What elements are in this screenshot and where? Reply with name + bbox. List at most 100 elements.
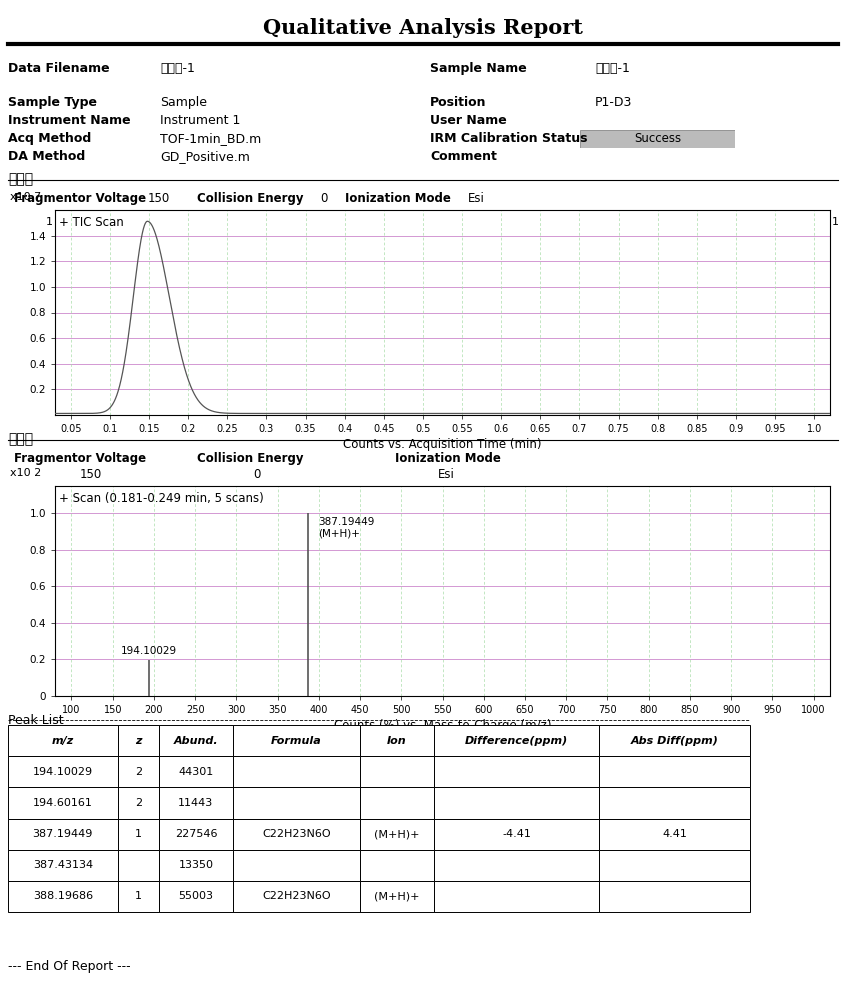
Bar xyxy=(360,850,434,881)
Text: Peak List: Peak List xyxy=(8,714,63,727)
Bar xyxy=(118,787,159,818)
Text: 4.41: 4.41 xyxy=(662,829,687,839)
Bar xyxy=(159,818,233,850)
Text: 388.19686: 388.19686 xyxy=(33,891,93,901)
Bar xyxy=(118,881,159,912)
Text: Ionization Mode: Ionization Mode xyxy=(345,192,451,205)
Text: (M+H)+: (M+H)+ xyxy=(374,829,420,839)
Text: 227546: 227546 xyxy=(174,829,217,839)
Text: 387.43134: 387.43134 xyxy=(33,860,93,870)
Text: IRM Calibration Status: IRM Calibration Status xyxy=(430,132,587,145)
Text: Abs Diff(ppm): Abs Diff(ppm) xyxy=(630,736,718,746)
Text: TOF-1min_BD.m: TOF-1min_BD.m xyxy=(160,132,261,145)
Text: 387.19449: 387.19449 xyxy=(33,829,93,839)
Text: Comment: Comment xyxy=(430,150,497,163)
Bar xyxy=(233,881,360,912)
Bar xyxy=(599,850,750,881)
Text: Ionization Mode: Ionization Mode xyxy=(395,452,501,465)
Bar xyxy=(360,725,434,756)
Text: + Scan (0.181-0.249 min, 5 scans): + Scan (0.181-0.249 min, 5 scans) xyxy=(59,492,264,505)
Text: 质谱图: 质谱图 xyxy=(8,432,33,446)
Text: Ion: Ion xyxy=(387,736,407,746)
Text: 2: 2 xyxy=(135,767,142,777)
Text: 387.19449
(M+H)+: 387.19449 (M+H)+ xyxy=(318,517,375,539)
Bar xyxy=(360,756,434,787)
Bar xyxy=(159,850,233,881)
Bar xyxy=(118,756,159,787)
Text: 1: 1 xyxy=(135,891,142,901)
Bar xyxy=(8,881,118,912)
Text: Position: Position xyxy=(430,96,486,109)
Text: 55003: 55003 xyxy=(179,891,213,901)
Bar xyxy=(360,818,434,850)
Text: Formula: Formula xyxy=(271,736,321,746)
Bar xyxy=(233,787,360,818)
Text: x10 7: x10 7 xyxy=(10,192,41,202)
Text: 中间体-1: 中间体-1 xyxy=(160,62,195,75)
Bar xyxy=(599,881,750,912)
Text: x10 2: x10 2 xyxy=(10,468,41,478)
Text: Instrument 1: Instrument 1 xyxy=(160,114,240,127)
Text: 194.10029: 194.10029 xyxy=(33,767,93,777)
Text: 150: 150 xyxy=(80,468,102,481)
Bar xyxy=(8,818,118,850)
Bar xyxy=(434,850,599,881)
Text: 150: 150 xyxy=(148,192,170,205)
Text: 色谱图: 色谱图 xyxy=(8,172,33,186)
Bar xyxy=(8,756,118,787)
Text: User Name: User Name xyxy=(430,114,507,127)
Text: Fragmentor Voltage: Fragmentor Voltage xyxy=(14,192,146,205)
Text: 194.10029: 194.10029 xyxy=(121,646,177,656)
Text: Abund.: Abund. xyxy=(173,736,218,746)
Bar xyxy=(599,725,750,756)
Text: Fragmentor Voltage: Fragmentor Voltage xyxy=(14,452,146,465)
Text: --- End Of Report ---: --- End Of Report --- xyxy=(8,960,130,973)
Bar xyxy=(434,725,599,756)
Bar xyxy=(118,725,159,756)
Text: Success: Success xyxy=(634,132,681,145)
Text: 1: 1 xyxy=(832,217,838,227)
Bar xyxy=(434,756,599,787)
Bar xyxy=(233,725,360,756)
Bar xyxy=(599,818,750,850)
Bar xyxy=(159,725,233,756)
Bar xyxy=(360,787,434,818)
Bar xyxy=(118,818,159,850)
Text: Data Filename: Data Filename xyxy=(8,62,110,75)
X-axis label: Counts (%) vs. Mass-to-Charge (m/z): Counts (%) vs. Mass-to-Charge (m/z) xyxy=(334,719,552,732)
Bar xyxy=(233,818,360,850)
Text: 11443: 11443 xyxy=(179,798,213,808)
Text: Instrument Name: Instrument Name xyxy=(8,114,130,127)
Text: P1-D3: P1-D3 xyxy=(595,96,632,109)
Bar xyxy=(599,756,750,787)
Text: Esi: Esi xyxy=(468,192,485,205)
Text: DA Method: DA Method xyxy=(8,150,85,163)
Bar xyxy=(118,850,159,881)
Text: 中间体-1: 中间体-1 xyxy=(595,62,630,75)
Bar xyxy=(434,787,599,818)
Bar xyxy=(159,787,233,818)
Text: -4.41: -4.41 xyxy=(502,829,531,839)
Text: C22H23N6O: C22H23N6O xyxy=(262,829,331,839)
Bar xyxy=(360,881,434,912)
Text: Acq Method: Acq Method xyxy=(8,132,91,145)
Bar xyxy=(8,725,118,756)
Bar xyxy=(434,881,599,912)
Bar xyxy=(159,756,233,787)
Text: 194.60161: 194.60161 xyxy=(33,798,93,808)
Text: Collision Energy: Collision Energy xyxy=(197,452,304,465)
Text: GD_Positive.m: GD_Positive.m xyxy=(160,150,250,163)
Text: 1: 1 xyxy=(46,217,52,227)
Bar xyxy=(233,850,360,881)
Text: 44301: 44301 xyxy=(179,767,213,777)
Text: Difference(ppm): Difference(ppm) xyxy=(464,736,568,746)
Text: 2: 2 xyxy=(135,798,142,808)
Text: 13350: 13350 xyxy=(179,860,213,870)
Text: 0: 0 xyxy=(320,192,327,205)
Text: C22H23N6O: C22H23N6O xyxy=(262,891,331,901)
FancyBboxPatch shape xyxy=(580,130,735,148)
Text: Esi: Esi xyxy=(438,468,455,481)
Text: + TIC Scan: + TIC Scan xyxy=(59,216,124,229)
Text: Qualitative Analysis Report: Qualitative Analysis Report xyxy=(263,18,583,38)
Bar xyxy=(434,818,599,850)
